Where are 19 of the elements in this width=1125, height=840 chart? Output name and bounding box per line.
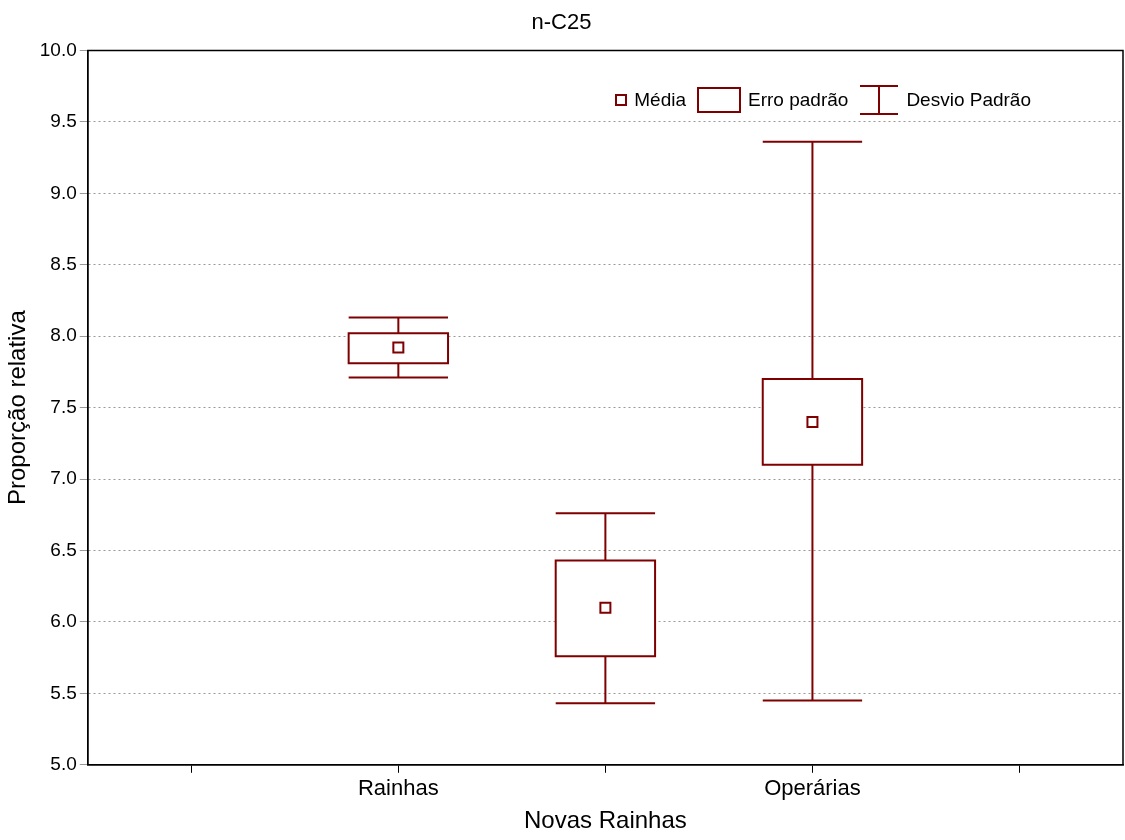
annotation: Média bbox=[634, 89, 687, 111]
y-tick-label: 10.0 bbox=[39, 38, 77, 60]
y-tick-label: 7.5 bbox=[50, 395, 77, 417]
chart-title: n-C25 bbox=[531, 9, 592, 35]
y-tick-label: 6.0 bbox=[50, 610, 77, 632]
y-tick-label: 9.5 bbox=[50, 110, 77, 132]
y-tick-label: 6.5 bbox=[50, 538, 77, 560]
annotation: Desvio Padrão bbox=[906, 89, 1031, 111]
y-tick-label: 7.0 bbox=[50, 467, 77, 489]
annotation: Erro padrão bbox=[748, 89, 849, 111]
y-tick-label: 8.5 bbox=[50, 252, 77, 274]
y-tick-label: 9.0 bbox=[50, 181, 77, 203]
x-tick-label: Rainhas bbox=[357, 775, 439, 801]
y-tick-label: 8.0 bbox=[50, 324, 77, 346]
y-tick-label: 5.0 bbox=[50, 753, 77, 775]
x-axis-title: Novas Rainhas bbox=[524, 806, 687, 834]
y-tick-label: 5.5 bbox=[50, 681, 77, 703]
y-axis-title: Proporção relativa bbox=[3, 309, 31, 505]
x-tick-label: Operárias bbox=[764, 775, 861, 801]
